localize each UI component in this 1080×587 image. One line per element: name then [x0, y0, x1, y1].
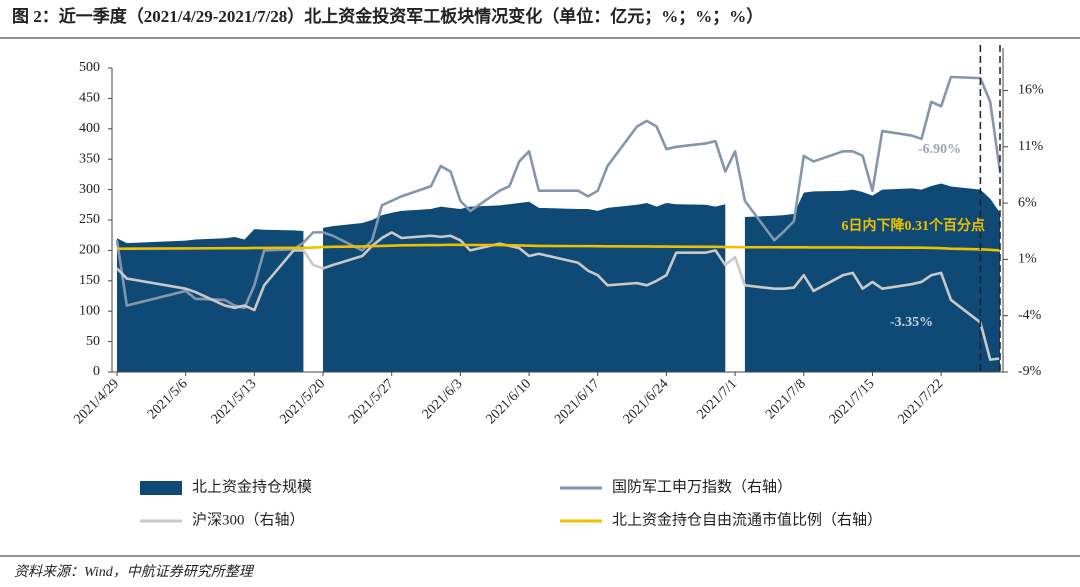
x-tick-label: 2021/5/13 — [209, 376, 260, 427]
y-tick-label: 350 — [79, 151, 100, 166]
y2-tick-label: 16% — [1018, 83, 1044, 98]
x-tick-label: 2021/5/6 — [145, 376, 191, 422]
y2-tick-label: 1% — [1018, 252, 1037, 267]
x-tick-label: 2021/7/15 — [827, 376, 878, 427]
x-tick-label: 2021/5/27 — [346, 376, 397, 427]
x-tick-label: 2021/7/22 — [895, 376, 946, 427]
x-tick-label: 2021/6/10 — [483, 376, 534, 427]
y-tick-label: 450 — [79, 91, 100, 106]
legend-label: 国防军工申万指数（右轴） — [612, 478, 792, 495]
x-tick-label: 2021/7/8 — [763, 376, 809, 422]
x-tick-label: 2021/5/20 — [277, 376, 328, 427]
line — [117, 243, 1001, 252]
source: 资料来源：Wind，中航证券研究所整理 — [14, 564, 255, 580]
y-tick-label: 0 — [93, 364, 100, 379]
y2-tick-label: 11% — [1018, 139, 1043, 154]
legend-label: 北上资金持仓规模 — [192, 478, 312, 495]
y-tick-label: 200 — [79, 243, 100, 258]
x-tick-label: 2021/4/29 — [71, 376, 122, 427]
line — [115, 75, 1002, 310]
y-tick-label: 300 — [79, 182, 100, 197]
annotation: -3.35% — [890, 315, 933, 330]
y-tick-label: 250 — [79, 212, 100, 227]
y2-tick-label: -4% — [1018, 308, 1042, 323]
x-tick-label: 2021/6/3 — [420, 376, 466, 422]
y-tick-label: 500 — [79, 60, 100, 75]
annotation: -6.90% — [918, 142, 961, 157]
legend-label: 北上资金持仓自由流通市值比例（右轴） — [612, 511, 882, 528]
y-tick-label: 50 — [86, 334, 100, 349]
y-tick-label: 150 — [79, 273, 100, 288]
x-tick-label: 2021/7/1 — [694, 376, 740, 422]
x-tick-label: 2021/6/24 — [621, 376, 672, 427]
annotation: 6日内下降0.31个百分点 — [842, 217, 986, 234]
line — [116, 231, 1001, 361]
y-tick-label: 100 — [79, 303, 100, 318]
chart-title: 图 2：近一季度（2021/4/29-2021/7/28）北上资金投资军工板块情… — [12, 6, 763, 26]
x-tick-label: 2021/6/17 — [552, 376, 603, 427]
y2-tick-label: -9% — [1018, 364, 1042, 379]
legend-label: 沪深300（右轴） — [192, 511, 305, 528]
legend-swatch — [140, 481, 182, 495]
y2-tick-label: 6% — [1018, 195, 1037, 210]
y-tick-label: 400 — [79, 121, 100, 136]
area — [117, 183, 1000, 372]
